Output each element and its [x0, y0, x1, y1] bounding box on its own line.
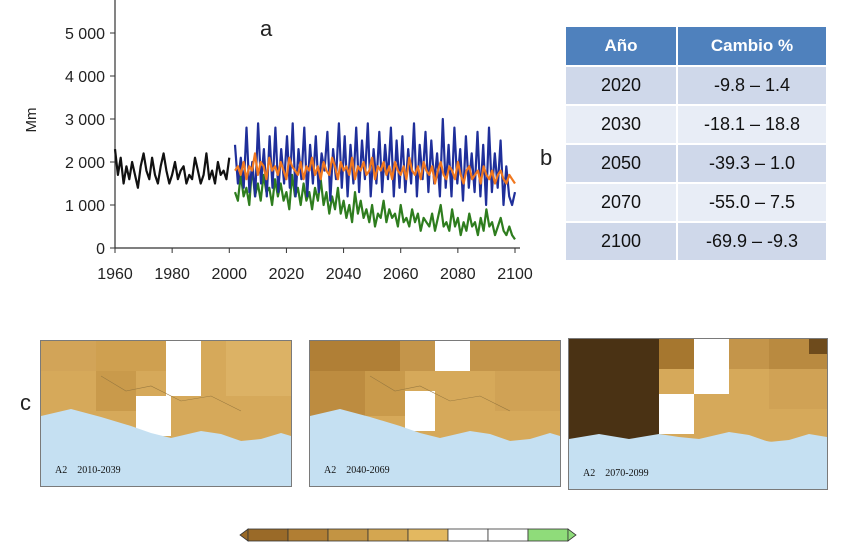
header-year: Año — [566, 27, 678, 65]
cell-change: -69.9 – -9.3 — [678, 223, 826, 260]
cell-year: 2020 — [566, 67, 678, 104]
chart-tick-labels: 0 1 000 2 000 3 000 4 000 5 000 1960 1980 2000 20… — [65, 26, 533, 283]
x-tick-label: 2100 — [497, 266, 533, 283]
x-tick-label: 2080 — [440, 266, 476, 283]
colorbar-cell — [487, 528, 529, 542]
map-2070-2099: A2 2070-2099 — [568, 338, 828, 490]
map-2010-2039: A2 2010-2039 — [40, 340, 292, 487]
map-graphic — [41, 341, 291, 486]
chart-series-lines — [113, 117, 517, 241]
map-label: A2 2070-2099 — [583, 468, 649, 479]
series-line-orange — [234, 152, 516, 185]
map-2040-2069: A2 2040-2069 — [309, 340, 561, 487]
panel-letter-c: c — [20, 390, 31, 415]
colorbar-cell — [287, 528, 329, 542]
colorbar-left-arrow — [239, 528, 249, 542]
colorbar-cells — [239, 528, 577, 542]
x-tick-label: 2000 — [211, 266, 247, 283]
cell-year: 2100 — [566, 223, 678, 260]
cell-change: -39.3 – 1.0 — [678, 145, 826, 182]
change-table: Año Cambio % 2020 -9.8 – 1.4 2030 -18.1 … — [566, 25, 826, 262]
header-change: Cambio % — [678, 27, 826, 65]
colorbar-cell — [247, 528, 289, 542]
cell-change: -9.8 – 1.4 — [678, 67, 826, 104]
x-tick-label: 1960 — [97, 266, 133, 283]
colorbar-right-arrow — [567, 528, 577, 542]
series-line-observed — [113, 148, 231, 189]
cell-year: 2050 — [566, 145, 678, 182]
x-tick-label: 2060 — [383, 266, 419, 283]
table-row: 2030 -18.1 – 18.8 — [566, 106, 826, 143]
x-tick-label: 1980 — [154, 266, 190, 283]
series-line-green — [233, 165, 516, 241]
map-graphic — [569, 339, 827, 489]
chart-axes — [110, 0, 520, 253]
y-axis-label: Mm — [23, 108, 40, 133]
table-row: 2050 -39.3 – 1.0 — [566, 145, 826, 182]
x-tick-label: 2040 — [326, 266, 362, 283]
y-tick-label: 2 000 — [65, 155, 105, 172]
y-tick-label: 1 000 — [65, 198, 105, 215]
colorbar-cell — [447, 528, 489, 542]
table-row: 2020 -9.8 – 1.4 — [566, 67, 826, 104]
colorbar-cell — [367, 528, 409, 542]
cell-change: -55.0 – 7.5 — [678, 184, 826, 221]
panel-letter-b: b — [540, 145, 553, 170]
colorbar-cell — [527, 528, 569, 542]
map-label: A2 2010-2039 — [55, 465, 121, 476]
table-row: 2100 -69.9 – -9.3 — [566, 223, 826, 260]
colorbar-cell — [407, 528, 449, 542]
y-tick-label: 4 000 — [65, 69, 105, 86]
series-line-blue — [233, 117, 517, 207]
panel-letter-a: a — [260, 16, 273, 41]
cell-year: 2070 — [566, 184, 678, 221]
table-row: 2070 -55.0 – 7.5 — [566, 184, 826, 221]
y-tick-label: 0 — [96, 241, 105, 258]
table-header-row: Año Cambio % — [566, 27, 826, 65]
cell-change: -18.1 – 18.8 — [678, 106, 826, 143]
y-tick-label: 5 000 — [65, 26, 105, 43]
cell-year: 2030 — [566, 106, 678, 143]
colorbar-cell — [327, 528, 369, 542]
map-label: A2 2040-2069 — [324, 465, 390, 476]
colorbar — [239, 528, 577, 542]
map-graphic — [310, 341, 560, 486]
x-tick-label: 2020 — [269, 266, 305, 283]
y-tick-label: 3 000 — [65, 112, 105, 129]
